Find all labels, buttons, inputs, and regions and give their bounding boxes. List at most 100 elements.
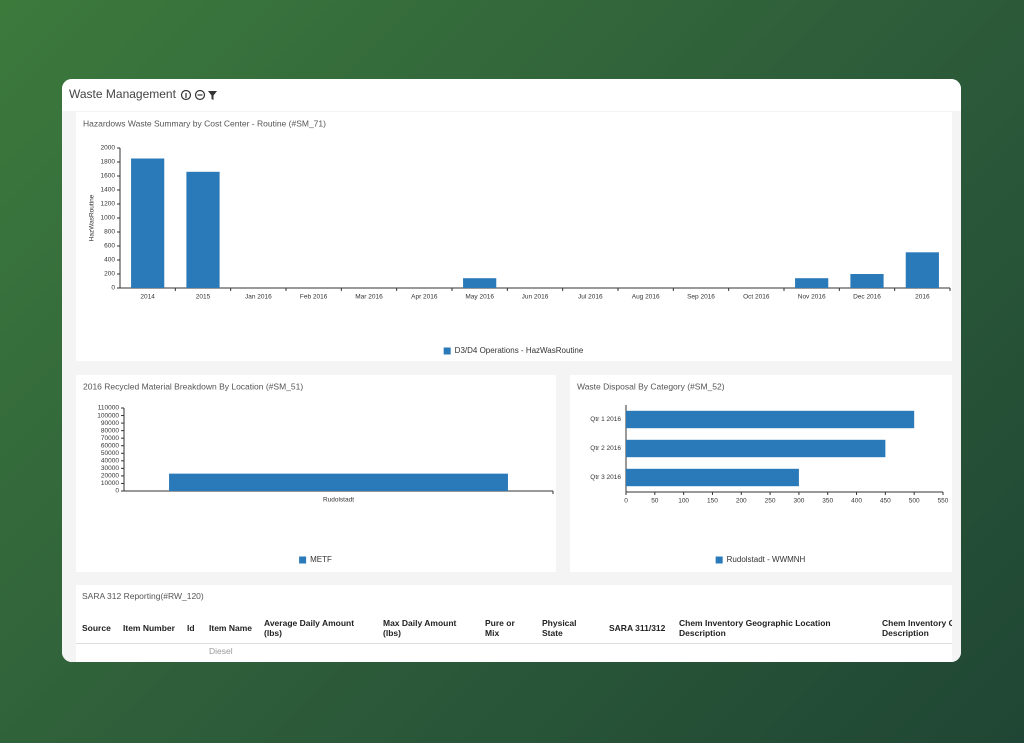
column-header[interactable]: Physical State <box>536 613 603 644</box>
y-tick-label: 1200 <box>101 201 116 208</box>
y-tick-label: 50000 <box>101 450 119 457</box>
column-header[interactable]: Pure or Mix <box>479 613 536 644</box>
y-tick-label: 0 <box>111 285 115 292</box>
bar <box>626 410 915 429</box>
y-tick-label: Qtr 2 2016 <box>590 445 621 452</box>
y-tick-label: 90000 <box>101 420 119 427</box>
table-cell: Diesel <box>209 646 233 656</box>
column-header[interactable]: Id <box>181 613 203 644</box>
page-title: Waste Management <box>69 87 177 101</box>
y-tick-label: 110000 <box>98 405 120 412</box>
chart-title: Hazardows Waste Summary by Cost Center -… <box>83 118 326 128</box>
column-header[interactable]: Average Daily Amount (lbs) <box>258 613 377 644</box>
y-tick-label: 70000 <box>101 435 119 442</box>
x-tick-label: 250 <box>765 498 776 505</box>
x-tick-label: 2015 <box>196 294 211 301</box>
table-title: SARA 312 Reporting(#RW_120) <box>82 591 204 601</box>
bar <box>905 252 939 288</box>
column-header[interactable]: Max Daily Amount (lbs) <box>377 613 479 644</box>
panel <box>76 112 952 361</box>
chart-title: Waste Disposal By Category (#SM_52) <box>577 381 725 391</box>
legend-label: METF <box>310 555 332 564</box>
y-tick-label: Qtr 1 2016 <box>590 416 621 423</box>
y-axis-label: HazWasRoutine <box>89 194 96 241</box>
y-tick-label: 20000 <box>101 473 119 480</box>
y-tick-label: 800 <box>104 229 115 236</box>
y-tick-label: 60000 <box>101 442 119 449</box>
y-tick-label: 2000 <box>101 145 116 152</box>
x-tick-label: 400 <box>851 498 862 505</box>
x-tick-label: 100 <box>678 498 689 505</box>
legend-swatch <box>299 556 307 564</box>
x-tick-label: Jun 2016 <box>522 294 549 301</box>
y-tick-label: 400 <box>104 257 115 264</box>
y-tick-label: 200 <box>104 271 115 278</box>
table: Source Item Number Id Item Name Average Dail… <box>76 613 952 658</box>
y-tick-label: 1600 <box>101 173 116 180</box>
legend-swatch <box>443 347 451 355</box>
header-icons[interactable] <box>180 89 218 101</box>
legend-label: Rudolstadt - WWMNH <box>727 555 806 564</box>
y-tick-label: 0 <box>115 488 119 495</box>
y-tick-label: 80000 <box>101 427 119 434</box>
bar <box>795 278 829 288</box>
column-header[interactable]: Chem Inventory Geographic Location Descr… <box>673 613 876 644</box>
x-tick-label: Dec 2016 <box>853 294 881 301</box>
x-tick-label: 0 <box>624 498 628 505</box>
x-tick-label: Apr 2016 <box>411 294 438 301</box>
y-tick-label: 1400 <box>101 187 116 194</box>
x-tick-label: 200 <box>736 498 747 505</box>
x-tick-label: Sep 2016 <box>687 294 715 301</box>
x-tick-label: 450 <box>880 498 891 505</box>
x-tick-label: 500 <box>909 498 920 505</box>
bar <box>626 439 886 458</box>
x-tick-label: Oct 2016 <box>743 294 770 301</box>
x-tick-label: 350 <box>822 498 833 505</box>
y-tick-label: 100000 <box>97 412 119 419</box>
column-header[interactable]: Source <box>76 613 117 644</box>
column-header[interactable]: Chem Inventory Org Description <box>876 613 952 644</box>
x-tick-label: 2016 <box>915 294 930 301</box>
filter-icon[interactable] <box>208 91 217 100</box>
x-tick-label: Aug 2016 <box>632 294 660 301</box>
chart-title: 2016 Recycled Material Breakdown By Loca… <box>83 381 303 391</box>
bar <box>131 158 165 288</box>
bar <box>850 274 884 288</box>
x-tick-label: 550 <box>938 498 949 505</box>
y-tick-label: 30000 <box>101 465 119 472</box>
bar <box>626 468 799 487</box>
bar <box>186 171 220 288</box>
x-tick-label: 300 <box>793 498 804 505</box>
column-header[interactable]: Item Number <box>117 613 181 644</box>
column-header[interactable]: Item Name <box>203 613 258 644</box>
x-tick-label: 50 <box>651 498 659 505</box>
panel <box>76 375 556 572</box>
legend-swatch <box>715 556 723 564</box>
x-tick-label: May 2016 <box>465 294 494 301</box>
table-header-row: Source Item Number Id Item Name Average Dail… <box>76 613 952 644</box>
y-tick-label: 600 <box>104 243 115 250</box>
info-icon[interactable] <box>180 89 192 101</box>
table-row: Diesel <box>76 644 952 659</box>
x-tick-label: Mar 2016 <box>355 294 383 301</box>
x-tick-label: Rudolstadt <box>323 497 354 504</box>
collapse-icon[interactable] <box>194 89 206 101</box>
table-panel: SARA 312 Reporting(#RW_120) Source Item N… <box>76 585 952 662</box>
x-tick-label: Jul 2016 <box>578 294 603 301</box>
y-tick-label: 1000 <box>101 215 116 222</box>
bar <box>169 473 508 491</box>
x-tick-label: Feb 2016 <box>300 294 328 301</box>
y-tick-label: 1800 <box>101 159 116 166</box>
y-tick-label: 10000 <box>101 480 119 487</box>
x-tick-label: Nov 2016 <box>798 294 826 301</box>
y-tick-label: 40000 <box>101 458 119 465</box>
y-tick-label: Qtr 3 2016 <box>590 474 621 481</box>
column-header[interactable]: SARA 311/312 <box>603 613 673 644</box>
x-tick-label: 150 <box>707 498 718 505</box>
bar <box>463 278 497 288</box>
x-tick-label: Jan 2016 <box>245 294 272 301</box>
x-tick-label: 2014 <box>140 294 155 301</box>
card-header-fill <box>62 100 961 111</box>
